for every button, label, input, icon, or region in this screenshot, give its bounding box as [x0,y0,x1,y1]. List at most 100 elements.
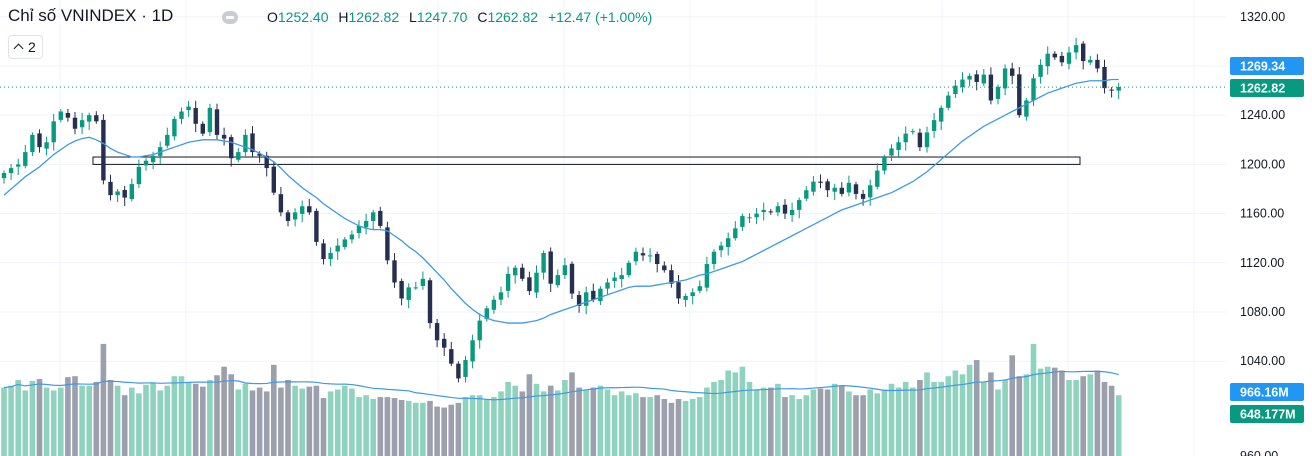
candle-body [740,216,745,227]
volume-bar [157,390,163,456]
y-tick-label: 1160.00 [1240,207,1284,221]
candle-body [875,170,880,187]
candle-body [207,107,213,133]
candle-body [413,287,418,289]
candle-body [150,155,156,163]
candle-body [122,189,127,198]
candle-body [363,220,369,228]
volume-bar [1023,374,1030,456]
y-tick-label: 1240.00 [1240,108,1285,122]
last-price-badge-box [1230,79,1304,97]
volume-bar [178,376,185,456]
volume-bar [1037,368,1044,456]
volume-bars [1,343,1122,456]
candle-body [427,280,433,324]
candle-body [51,121,56,143]
candle-body [385,227,390,261]
volume-bar [675,399,682,456]
candle-body [591,290,596,300]
volume-bar [505,381,511,456]
candle-body [30,134,35,153]
candle-body [420,278,426,286]
candle-body [988,74,994,101]
candle-body [690,292,695,297]
volume-bar [15,380,21,456]
candle-body [939,107,944,122]
volume-bar [711,381,717,456]
volume-bar [860,395,866,456]
ma20-path [3,78,1119,324]
candle-body [584,292,589,306]
candle-body [335,245,340,252]
volume-bar [214,375,220,456]
candle-body [179,111,184,119]
volume-bar [931,381,937,456]
candle-body [1088,59,1093,63]
volume-bar [725,370,731,456]
candle-body [953,85,958,95]
candle-body [406,287,411,300]
volume-bar [86,385,92,456]
candle-body [1,173,7,179]
ohlc-legend: O1252.40 H1262.82 L1247.70 C1262.82 +12.… [261,9,652,25]
volume-bar [384,397,391,456]
volume-bar [1002,380,1008,456]
volume-bar [760,387,767,456]
candle-body [136,166,142,185]
candle-body [243,134,248,153]
volume-bar [810,389,817,456]
volume-bar [58,387,64,456]
volume-bar [1044,366,1051,456]
volume-bar [235,389,242,456]
candle-body [534,272,539,293]
candle-body [342,239,347,248]
volume-bar [441,407,447,456]
candle-body [172,118,177,137]
volume-bar [150,382,156,456]
candle-body [264,155,269,169]
volume-badge-box [1230,405,1304,423]
volume-bar [462,397,469,456]
volume-badge-label: 648.177M [1240,408,1296,422]
candle-body [775,206,781,213]
volume-bar [583,389,589,456]
candle-body [236,152,241,160]
volume-bar [547,385,554,456]
candle-body [1059,55,1065,63]
candle-body [697,286,702,291]
volume-bar [484,399,490,456]
volume-bar [562,380,568,456]
candle-body [470,340,475,362]
symbol-title[interactable]: Chỉ số VNINDEX · 1D [8,6,174,25]
candle-body [292,212,298,220]
support-zone-box[interactable] [92,156,1081,165]
candle-body [143,160,149,166]
candle-body [967,75,972,80]
candle-body [576,295,582,306]
candle-body [1024,100,1029,117]
candle-body [853,184,859,194]
y-tick-label: 1200.00 [1240,157,1285,171]
volume-bar [739,366,746,456]
indicators-toggle-button[interactable]: 2 [8,35,43,59]
candle-body [65,112,71,118]
volume-bar [1009,355,1015,456]
volume-bar [299,388,305,456]
candle-body [619,275,624,280]
volume-bar [405,400,412,456]
volume-bar [292,385,298,456]
low-value: 1247.70 [416,9,468,25]
volume-bar [803,395,810,456]
volume-bar [633,393,639,456]
volume-bar [171,376,178,456]
volume-bar [973,360,980,456]
y-tick-label: 960.00 [1240,449,1278,456]
support-zone-rectangle[interactable] [92,156,1081,165]
candle-body [278,194,284,213]
candle-body [285,212,291,221]
last-price-badge-label: 1262.82 [1240,82,1285,96]
candle-body [356,225,362,234]
volume-bar [753,389,760,456]
visibility-toggle-icon[interactable] [222,11,238,24]
